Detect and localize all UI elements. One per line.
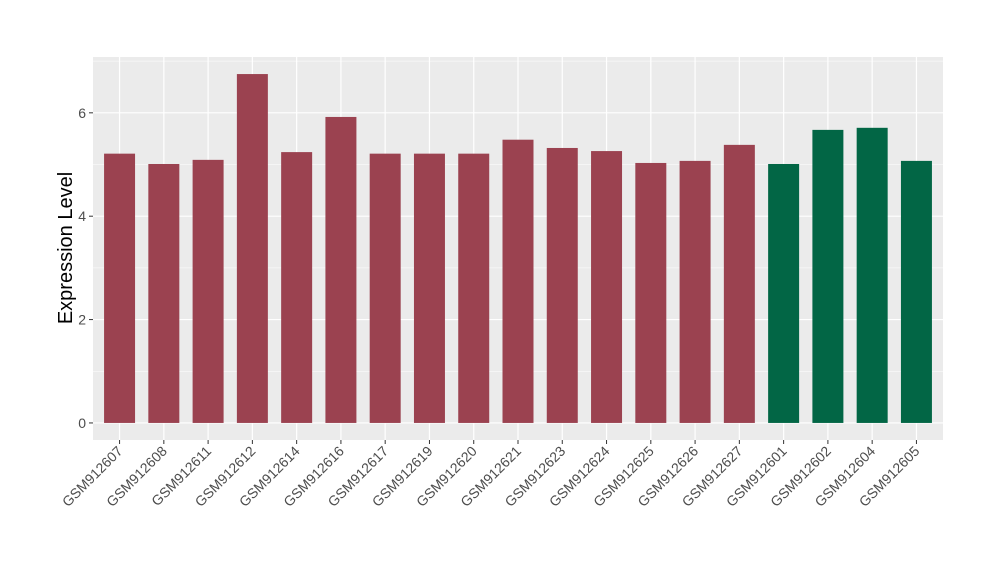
y-tick-label: 4 xyxy=(78,208,86,224)
bar-GSM912623 xyxy=(546,147,578,423)
bar-GSM912617 xyxy=(369,153,401,423)
bar-GSM912604 xyxy=(856,127,888,423)
bar-GSM912625 xyxy=(635,162,667,423)
bar-GSM912601 xyxy=(768,163,800,423)
bar-GSM912602 xyxy=(812,129,844,423)
bar-GSM912621 xyxy=(502,139,534,423)
y-tick-label: 6 xyxy=(78,105,86,121)
y-tick-label: 0 xyxy=(78,415,86,431)
y-tick-label: 2 xyxy=(78,312,86,328)
bar-GSM912607 xyxy=(104,153,136,423)
y-axis-label: Expression Level xyxy=(55,172,77,324)
bar-GSM912611 xyxy=(192,159,224,423)
bar-GSM912626 xyxy=(679,160,711,423)
bar-GSM912608 xyxy=(148,163,180,423)
bar-GSM912612 xyxy=(236,74,268,423)
bar-GSM912624 xyxy=(591,151,623,423)
bar-GSM912619 xyxy=(413,153,445,423)
bar-GSM912620 xyxy=(458,153,490,423)
bar-GSM912627 xyxy=(723,144,755,423)
bar-GSM912616 xyxy=(325,116,357,423)
bar-GSM912605 xyxy=(900,160,932,423)
bar-GSM912614 xyxy=(281,152,313,423)
